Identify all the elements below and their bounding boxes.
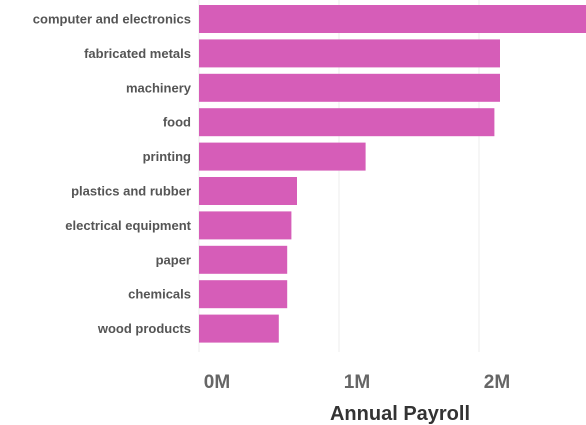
bar [199,245,288,274]
bar [199,73,500,102]
x-tick-label: 2M [484,372,510,393]
category-label: machinery [126,80,192,95]
category-label: printing [143,149,191,164]
category-label: fabricated metals [84,46,191,61]
category-labels: computer and electronics fabricated metal… [33,12,192,337]
category-label: chemicals [128,287,191,302]
category-label: plastics and rubber [71,184,191,199]
bar [199,177,297,205]
bars [199,5,586,343]
bar [199,314,279,343]
bar [199,5,586,33]
category-label: food [163,115,191,130]
category-label: wood products [97,321,191,336]
bar [199,108,495,137]
x-tick-label: 1M [344,372,370,393]
x-axis-title: Annual Payroll [330,403,470,425]
category-label: paper [156,252,191,267]
bar [199,211,292,240]
bar [199,142,366,171]
bar [199,280,288,309]
x-tick-labels: 0M 1M 2M [204,372,510,393]
bar [199,39,500,68]
category-label: computer and electronics [33,12,191,27]
x-tick-label: 0M [204,372,230,393]
category-label: electrical equipment [65,218,191,233]
